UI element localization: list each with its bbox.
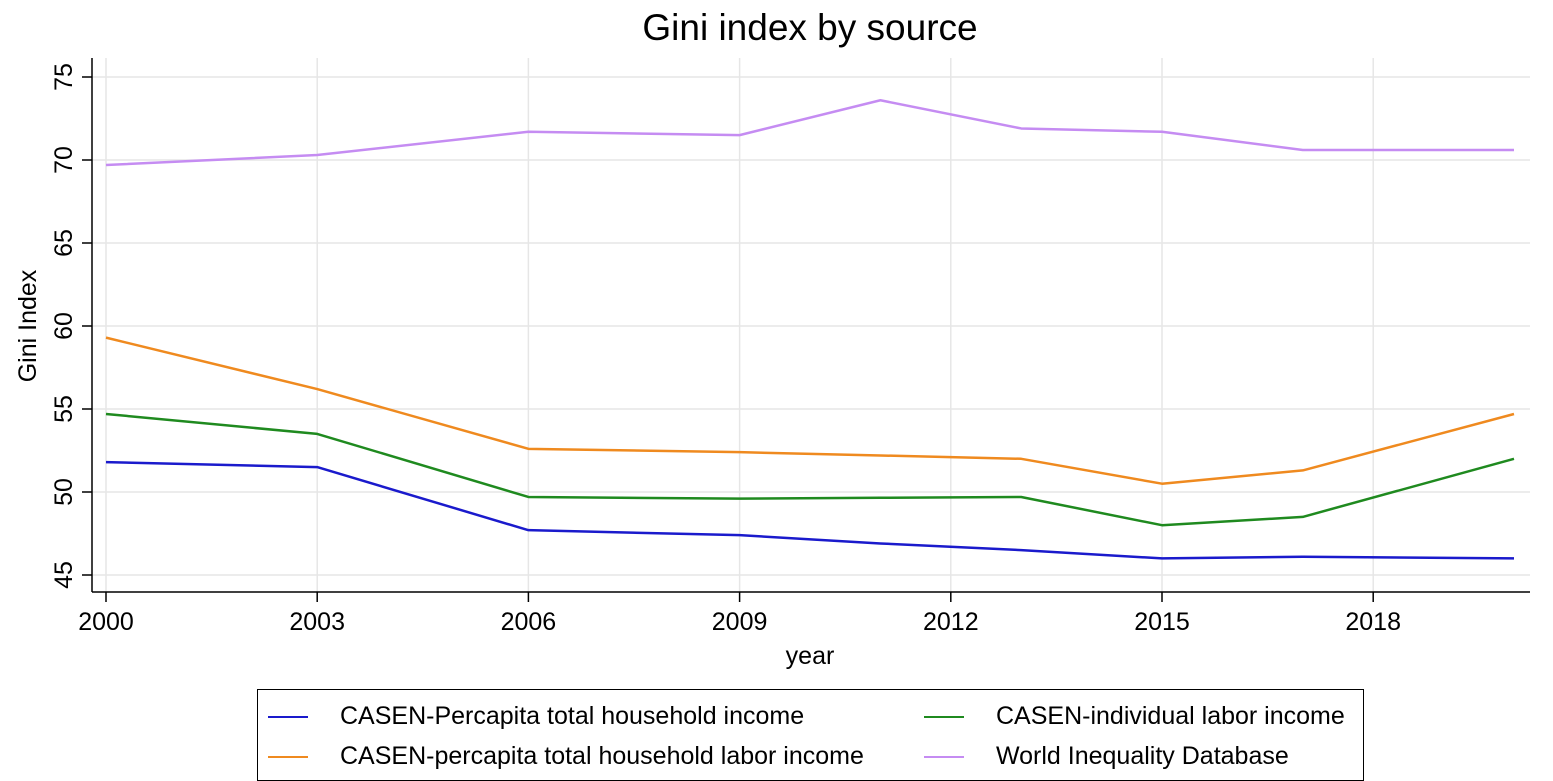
x-tick-label: 2018 xyxy=(1345,608,1401,636)
series-lines xyxy=(105,98,1515,560)
legend-label: CASEN-percapita total household labor in… xyxy=(340,742,864,770)
y-tick-label: 50 xyxy=(50,478,78,506)
legend-swatch xyxy=(924,715,964,718)
x-tick-label: 2015 xyxy=(1134,608,1190,636)
legend-item: CASEN-individual labor income xyxy=(924,702,1345,731)
legend-label: World Inequality Database xyxy=(996,742,1289,770)
x-tick-label: 2006 xyxy=(501,608,557,636)
series-line xyxy=(105,412,1515,527)
x-tick-label: 2003 xyxy=(289,608,345,636)
y-tick-label: 65 xyxy=(50,229,78,257)
y-tick-label: 45 xyxy=(50,561,78,589)
legend-item: World Inequality Database xyxy=(924,742,1289,771)
y-tick-label: 75 xyxy=(50,63,78,91)
legend: CASEN-Percapita total household income C… xyxy=(257,689,1364,781)
legend-swatch xyxy=(268,715,308,718)
legend-item: CASEN-Percapita total household income xyxy=(268,702,804,731)
chart-title: Gini index by source xyxy=(642,7,977,48)
legend-item: CASEN-percapita total household labor in… xyxy=(268,742,864,771)
y-axis-label: Gini Index xyxy=(14,269,42,382)
x-tick-label: 2009 xyxy=(712,608,768,636)
legend-swatch xyxy=(268,755,308,758)
x-tick-label: 2000 xyxy=(78,608,134,636)
y-tick-label: 55 xyxy=(50,395,78,423)
legend-swatch xyxy=(924,755,964,758)
series-line xyxy=(105,98,1514,167)
y-tick-label: 70 xyxy=(50,146,78,174)
legend-label: CASEN-individual labor income xyxy=(996,702,1345,730)
gridlines xyxy=(92,58,1530,592)
x-tick-label: 2012 xyxy=(923,608,979,636)
series-line xyxy=(105,460,1515,560)
y-tick-label: 60 xyxy=(50,312,78,340)
axes: 45 50 55 60 65 70 75 2000 2003 2006 2009 2012 2015 20… xyxy=(50,58,1530,636)
series-line xyxy=(105,336,1515,485)
chart-area: Gini index by source 45 50 55 60 65 70 75 2000 2… xyxy=(14,7,1530,670)
x-axis-label: year xyxy=(786,642,835,670)
legend-label: CASEN-Percapita total household income xyxy=(340,702,805,730)
